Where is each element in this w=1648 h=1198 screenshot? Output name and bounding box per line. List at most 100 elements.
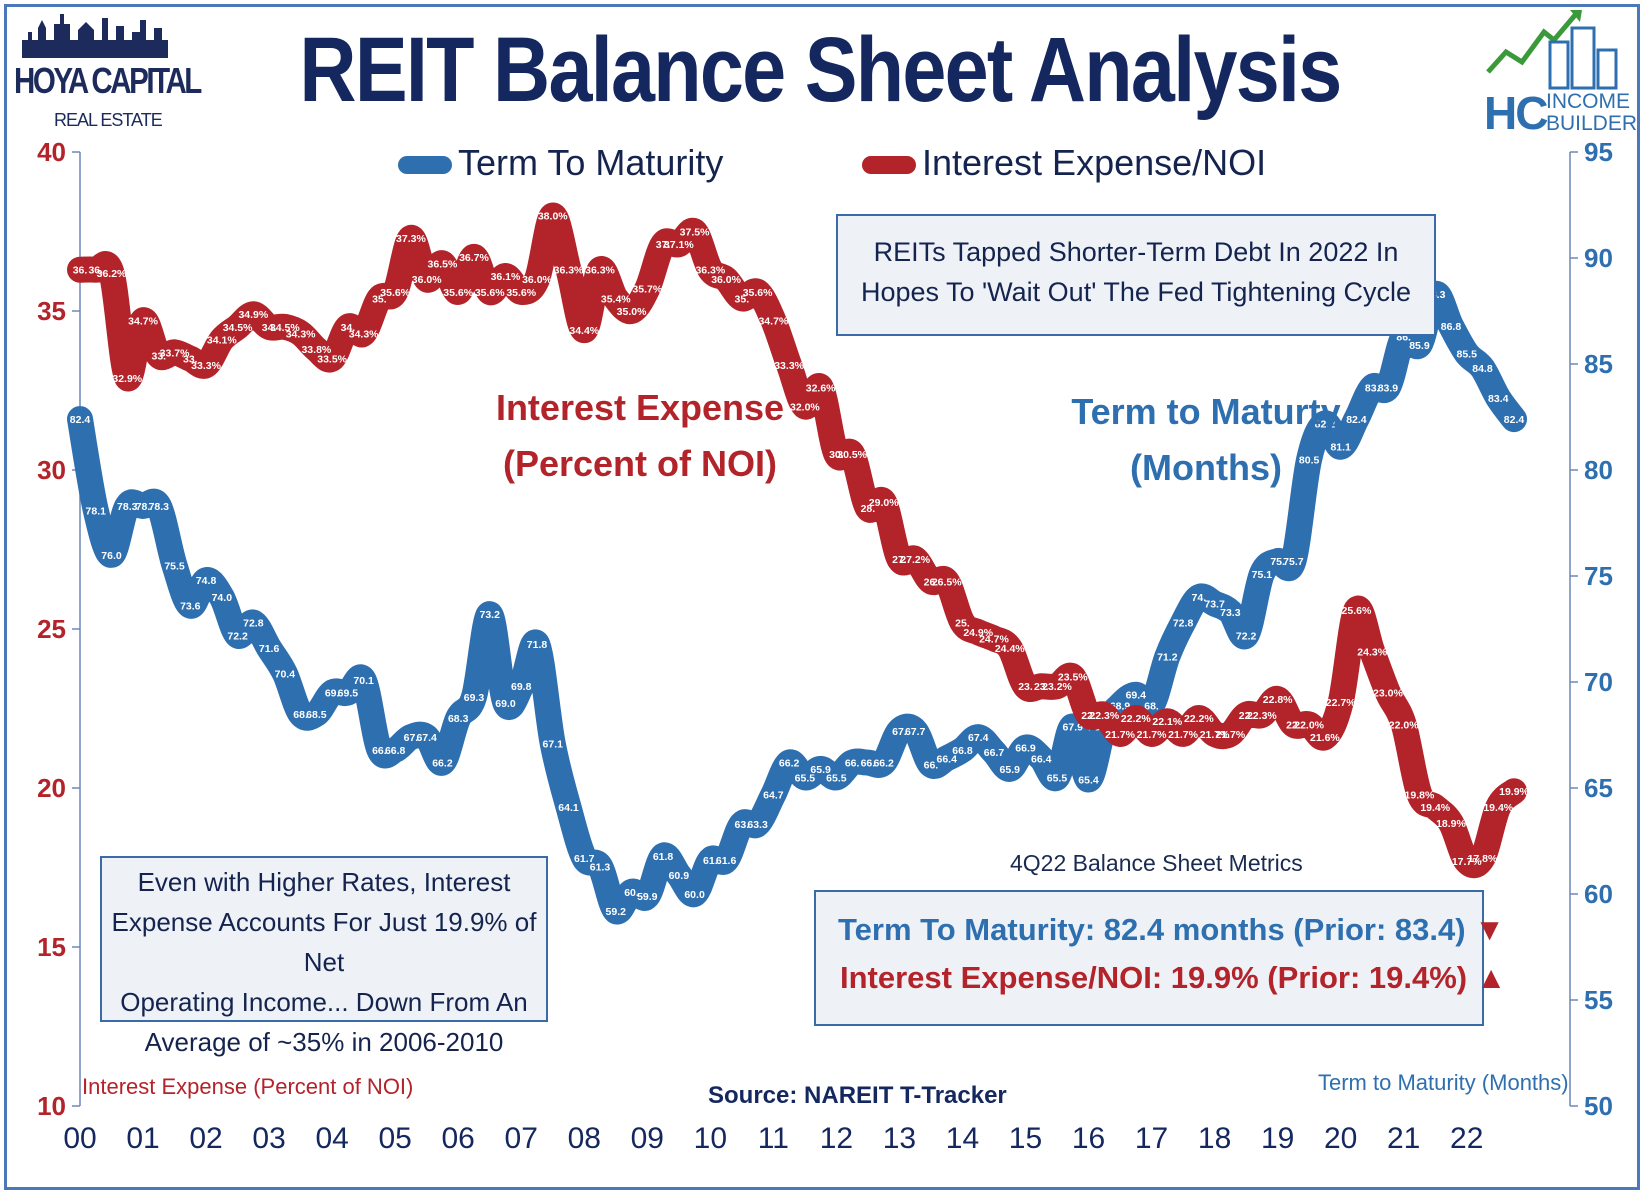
data-label-interest: 27.2%	[900, 554, 930, 566]
data-label-interest: 35.6%	[475, 287, 505, 299]
data-label-interest: 21.7%	[1137, 729, 1167, 741]
left-tick-label: 20	[37, 773, 66, 803]
data-label-interest: 25.6%	[1342, 605, 1372, 617]
x-tick-label: 19	[1261, 1122, 1294, 1155]
data-label-interest: 17.7%	[1452, 856, 1482, 868]
metric-interest: Interest Expense/NOI: 19.9% (Prior: 19.4…	[840, 960, 1506, 996]
data-label-interest: 33.5%	[317, 354, 347, 366]
data-label-interest: 17.8%	[1468, 853, 1498, 865]
x-tick-label: 03	[252, 1122, 285, 1155]
right-tick-label: 85	[1584, 349, 1613, 379]
left-tick-label: 15	[37, 932, 66, 962]
data-label-term: 78.3	[149, 501, 170, 513]
data-label-interest: 36.	[88, 265, 103, 277]
data-label-term: 78.3	[117, 501, 138, 513]
logo-builder-text: BUILDER	[1546, 112, 1638, 135]
data-label-interest: 23.	[1018, 681, 1033, 693]
data-label-term: 63.3	[747, 819, 768, 831]
left-tick-label: 10	[37, 1091, 66, 1121]
data-label-term: 67.4	[416, 732, 437, 744]
data-label-interest: 34.7%	[128, 316, 158, 328]
data-label-interest: 33.7%	[160, 347, 190, 359]
right-tick-label: 90	[1584, 243, 1613, 273]
data-label-interest: 33.	[151, 351, 166, 363]
data-label-interest: 21.7%	[1168, 729, 1198, 741]
data-label-term: 71.6	[259, 643, 280, 655]
x-tick-label: 06	[442, 1122, 475, 1155]
legend-item-interest: Interest Expense/NOI	[862, 142, 1266, 184]
data-label-interest: 22.2%	[1121, 713, 1151, 725]
data-label-term: 66.	[861, 758, 876, 770]
x-tick-label: 17	[1135, 1122, 1168, 1155]
right-tick-label: 55	[1584, 985, 1613, 1015]
x-tick-label: 18	[1198, 1122, 1231, 1155]
data-label-term: 60.	[624, 887, 639, 899]
data-label-term: 68.3	[448, 713, 469, 725]
note-left-line-2: Expense Accounts For Just 19.9% of Net	[111, 907, 537, 977]
data-label-term: 70.1	[353, 675, 374, 687]
data-label-interest: 36.5%	[428, 258, 458, 270]
data-label-term: 75.7	[1283, 556, 1304, 568]
data-label-interest: 34.9%	[238, 309, 268, 321]
x-tick-label: 20	[1324, 1122, 1357, 1155]
data-label-interest: 37.	[656, 239, 671, 251]
metrics-box: Term To Maturity: 82.4 months (Prior: 83…	[814, 890, 1506, 1026]
annotation-interest-line-1: Interest Expense	[495, 387, 785, 428]
note-top-line-1: REITs Tapped Shorter-Term Debt In 2022 I…	[873, 237, 1399, 267]
data-label-interest: 36.	[73, 265, 88, 277]
metrics-label: 4Q22 Balance Sheet Metrics	[1010, 850, 1303, 876]
data-label-term: 74.8	[196, 575, 217, 587]
annotation-interest-expense: Interest Expense (Percent of NOI)	[490, 380, 790, 492]
left-axis-label: Interest Expense (Percent of NOI)	[82, 1074, 414, 1099]
data-label-interest: 32.6%	[806, 382, 836, 394]
data-label-term: 82.4	[70, 414, 91, 426]
data-label-interest: 34.5%	[270, 322, 300, 334]
data-label-interest: 22.3%	[1247, 710, 1277, 722]
logo-income-text: INCOME	[1546, 90, 1630, 113]
data-label-interest: 35.6%	[443, 287, 473, 299]
data-label-interest: 35.7%	[632, 284, 662, 296]
right-tick-label: 50	[1584, 1091, 1613, 1121]
data-label-interest: 34.3%	[286, 328, 316, 340]
data-label-interest: 21.7%	[1200, 729, 1230, 741]
data-label-interest: 36.0%	[522, 274, 552, 286]
x-tick-label: 11	[758, 1122, 789, 1155]
hoya-capital-logo: HOYA CAPITAL REAL ESTATE	[14, 10, 202, 130]
data-label-term: 64.1	[558, 802, 579, 814]
x-tick-label: 09	[631, 1122, 664, 1155]
right-tick-label: 75	[1584, 561, 1613, 591]
legend-swatch-term	[398, 156, 452, 175]
data-label-term: 74.0	[212, 592, 233, 604]
data-label-term: 71.8	[527, 639, 548, 651]
data-label-interest: 35.0%	[617, 306, 647, 318]
chart-title: REIT Balance Sheet Analysis	[299, 19, 1342, 121]
data-label-interest: 36.3%	[695, 265, 725, 277]
data-label-term: 66.	[845, 758, 860, 770]
annotation-interest-line-2: (Percent of NOI)	[502, 443, 778, 484]
data-label-interest: 35.6%	[380, 287, 410, 299]
data-label-interest: 36.0%	[711, 274, 741, 286]
data-label-term: 80.5	[1299, 454, 1320, 466]
data-label-interest: 24.9%	[963, 627, 993, 639]
right-tick-label: 95	[1584, 137, 1613, 167]
data-label-interest: 28.	[861, 503, 876, 515]
data-label-term: 68.	[293, 709, 308, 721]
data-label-interest: 26.5%	[932, 576, 962, 588]
data-label-term: 72.8	[1173, 618, 1194, 630]
data-label-term: 75.	[1270, 556, 1285, 568]
right-tick-label: 60	[1584, 879, 1613, 909]
note-box-shorter-term-debt: REITs Tapped Shorter-Term Debt In 2022 I…	[836, 214, 1436, 336]
data-label-interest: 22.	[1081, 710, 1096, 722]
data-label-interest: 36.1%	[491, 271, 521, 283]
data-label-term: 66.2	[779, 758, 800, 770]
annotation-term-line-2: (Months)	[1130, 447, 1282, 488]
data-label-term: 81.1	[1330, 442, 1351, 454]
data-label-interest: 36.3%	[585, 265, 615, 277]
data-label-interest: 37.5%	[680, 227, 710, 239]
data-label-interest: 34.7%	[758, 316, 788, 328]
annotation-term-to-maturity: Term to Maturty (Months)	[1056, 384, 1356, 496]
data-label-interest: 35.	[372, 293, 387, 305]
data-label-term: 65.9	[810, 764, 831, 776]
data-label-interest: 34.	[262, 322, 277, 334]
data-label-term: 67.	[404, 732, 419, 744]
